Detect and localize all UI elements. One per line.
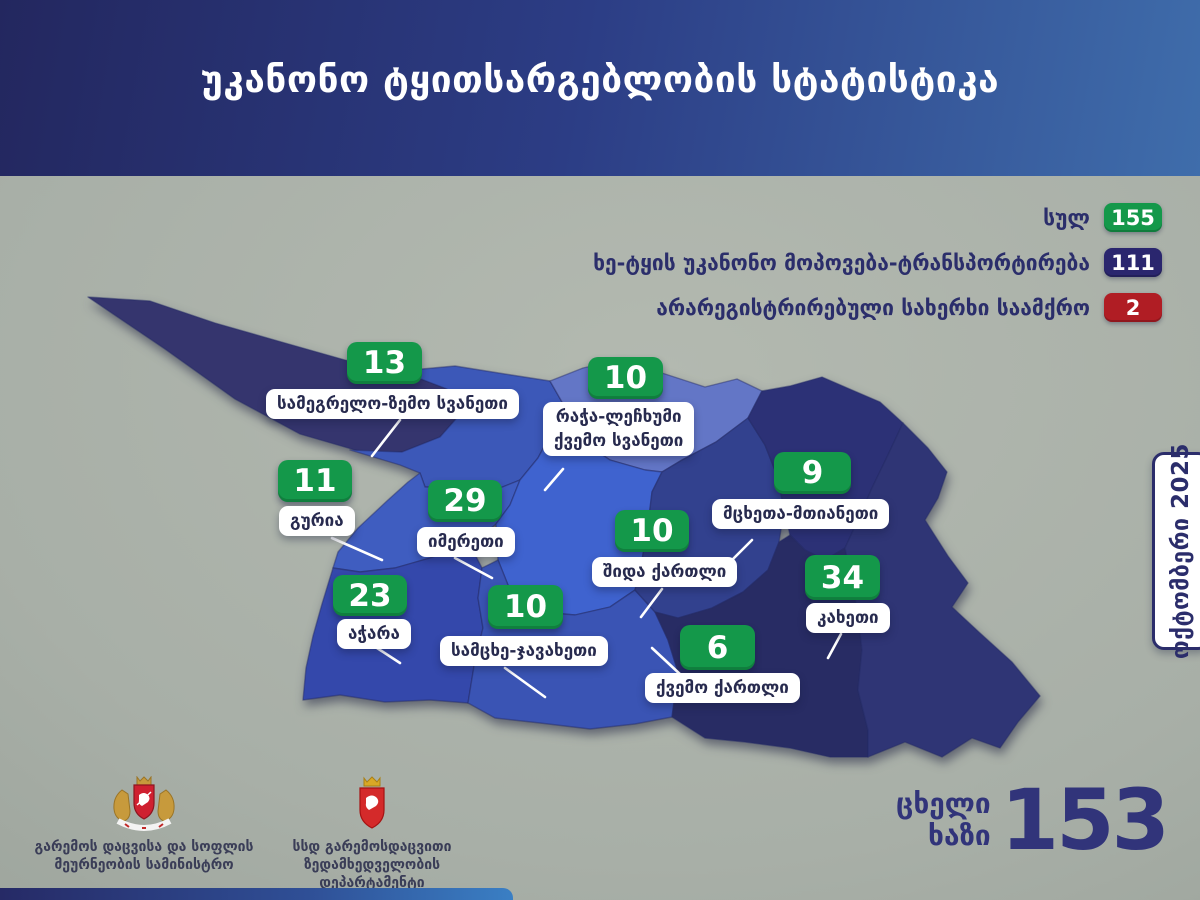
region-label-shida: შიდა ქართლი bbox=[592, 557, 738, 587]
value-badge-adjara: 23 bbox=[333, 575, 407, 616]
date-badge: ოქტომბერი 2025 bbox=[1152, 443, 1200, 659]
ministry-name-line1: გარემოს დაცვისა და სოფლის bbox=[34, 839, 254, 855]
region-label-samtskhe: სამცხე-ჯავახეთი bbox=[440, 636, 608, 666]
legend-label: ხე-ტყის უკანონო მოპოვება-ტრანსპორტირება bbox=[593, 250, 1090, 275]
region-label-racha-line2: ქვემო სვანეთი bbox=[554, 431, 684, 451]
value-badge-guria: 11 bbox=[278, 460, 352, 502]
leader-line bbox=[639, 587, 664, 619]
leader-line bbox=[650, 646, 684, 678]
leader-line bbox=[330, 536, 384, 562]
bottom-accent-bar bbox=[0, 888, 513, 900]
value-badge-racha: 10 bbox=[588, 357, 663, 399]
value-badge-kvemo: 6 bbox=[680, 625, 755, 670]
value-badge-kakheti: 34 bbox=[805, 555, 880, 600]
leader-line bbox=[543, 467, 565, 492]
department-name-line1: სსდ გარემოსდაცვითი bbox=[292, 839, 452, 855]
leader-lines bbox=[330, 418, 843, 699]
legend-value-badge: 2 bbox=[1104, 293, 1162, 322]
value-badge-imereti: 29 bbox=[428, 480, 502, 522]
legend-value-badge: 111 bbox=[1104, 248, 1162, 277]
region-label-adjara: აჭარა bbox=[337, 619, 411, 649]
ministry-name-line2: მეურნეობის სამინისტრო bbox=[54, 857, 234, 873]
region-label-samegrelo: სამეგრელო-ზემო სვანეთი bbox=[266, 389, 519, 419]
ministry-coat-of-arms-icon bbox=[113, 776, 175, 831]
leader-line bbox=[826, 632, 843, 660]
hotline-label: ცხელი ხაზი bbox=[896, 788, 991, 852]
leader-line bbox=[453, 556, 494, 580]
legend-row-sawmill: არარეგისტრირებული სახერხი საამქრო 2 bbox=[656, 293, 1162, 322]
leader-line bbox=[375, 646, 402, 665]
legend-label: არარეგისტრირებული სახერხი საამქრო bbox=[656, 295, 1090, 320]
ministry-name: გარემოს დაცვისა და სოფლის მეურნეობის სამ… bbox=[34, 838, 254, 874]
hotline-number: 153 bbox=[1000, 771, 1170, 869]
date-badge-text: ოქტომბერი 2025 bbox=[1168, 442, 1194, 660]
value-badge-samegrelo: 13 bbox=[347, 342, 422, 384]
hotline: ცხელი ხაზი 153 bbox=[896, 771, 1170, 869]
region-label-kakheti: კახეთი bbox=[806, 603, 890, 633]
region-label-mtskheta: მცხეთა-მთიანეთი bbox=[712, 499, 890, 529]
value-badge-shida: 10 bbox=[615, 510, 689, 552]
legend-row-logging: ხე-ტყის უკანონო მოპოვება-ტრანსპორტირება … bbox=[593, 248, 1162, 277]
region-label-racha: რაჭა-ლეჩხუმი ქვემო სვანეთი bbox=[543, 402, 695, 456]
region-label-imereti: იმერეთი bbox=[417, 527, 515, 557]
region-label-guria: გურია bbox=[279, 506, 355, 536]
department-name-line2: ზედამხედველობის დეპარტამენტი bbox=[303, 857, 441, 891]
legend-value-badge: 155 bbox=[1104, 203, 1162, 232]
leader-line bbox=[503, 666, 547, 699]
region-label-kvemo: ქვემო ქართლი bbox=[645, 673, 800, 703]
legend-row-total: სულ 155 bbox=[1043, 203, 1162, 232]
leader-line bbox=[370, 418, 402, 458]
page-title: უკანონო ტყითსარგებლობის სტატისტიკა bbox=[200, 58, 1000, 101]
department-emblem-icon bbox=[359, 776, 385, 829]
hotline-label-line2: ხაზი bbox=[928, 819, 991, 852]
region-label-racha-line1: რაჭა-ლეჩხუმი bbox=[555, 407, 682, 427]
legend-label: სულ bbox=[1043, 205, 1090, 230]
header-banner: უკანონო ტყითსარგებლობის სტატისტიკა bbox=[0, 0, 1200, 176]
department-name: სსდ გარემოსდაცვითი ზედამხედველობის დეპარ… bbox=[262, 838, 482, 892]
hotline-label-line1: ცხელი bbox=[895, 787, 991, 820]
value-badge-samtskhe: 10 bbox=[488, 585, 563, 629]
value-badge-mtskheta: 9 bbox=[774, 452, 851, 494]
